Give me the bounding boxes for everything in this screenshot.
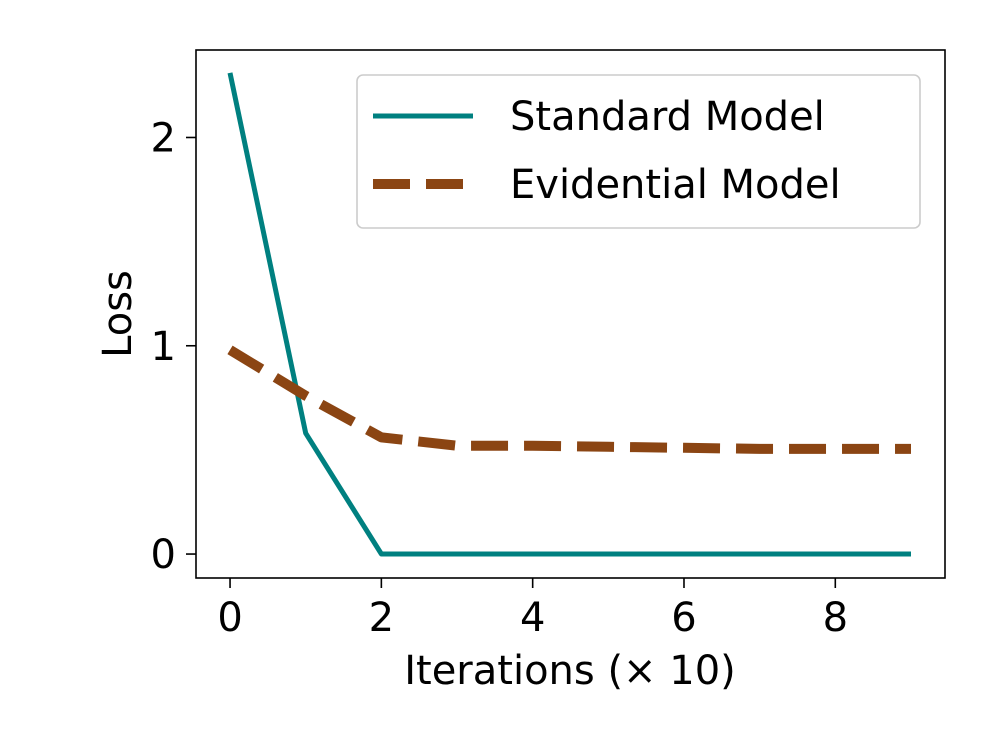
series-line-standard-model (227, 72, 911, 557)
legend-frame (356, 74, 921, 229)
y-tick-label: 2 (151, 115, 176, 161)
legend-label-standard-model: Standard Model (510, 94, 825, 140)
y-axis-label: Loss (95, 270, 141, 358)
series-layer (227, 72, 911, 557)
y-tick-label: 0 (151, 532, 176, 578)
x-tick-label: 4 (520, 595, 545, 641)
x-tick-label: 2 (369, 595, 394, 641)
x-tick-label: 0 (217, 595, 242, 641)
x-ticks: 0 2 4 6 8 (217, 578, 848, 641)
series-line-evidential-model (227, 345, 911, 454)
legend: Standard Model Evidential Model (356, 74, 921, 229)
y-ticks: 0 1 2 (151, 115, 196, 578)
plot-frame (195, 49, 946, 579)
x-tick-label: 6 (671, 595, 696, 641)
legend-label-evidential-model: Evidential Model (510, 162, 841, 208)
y-tick-label: 1 (151, 324, 176, 370)
x-axis-label: Iterations (× 10) (404, 648, 736, 694)
x-tick-label: 8 (823, 595, 848, 641)
